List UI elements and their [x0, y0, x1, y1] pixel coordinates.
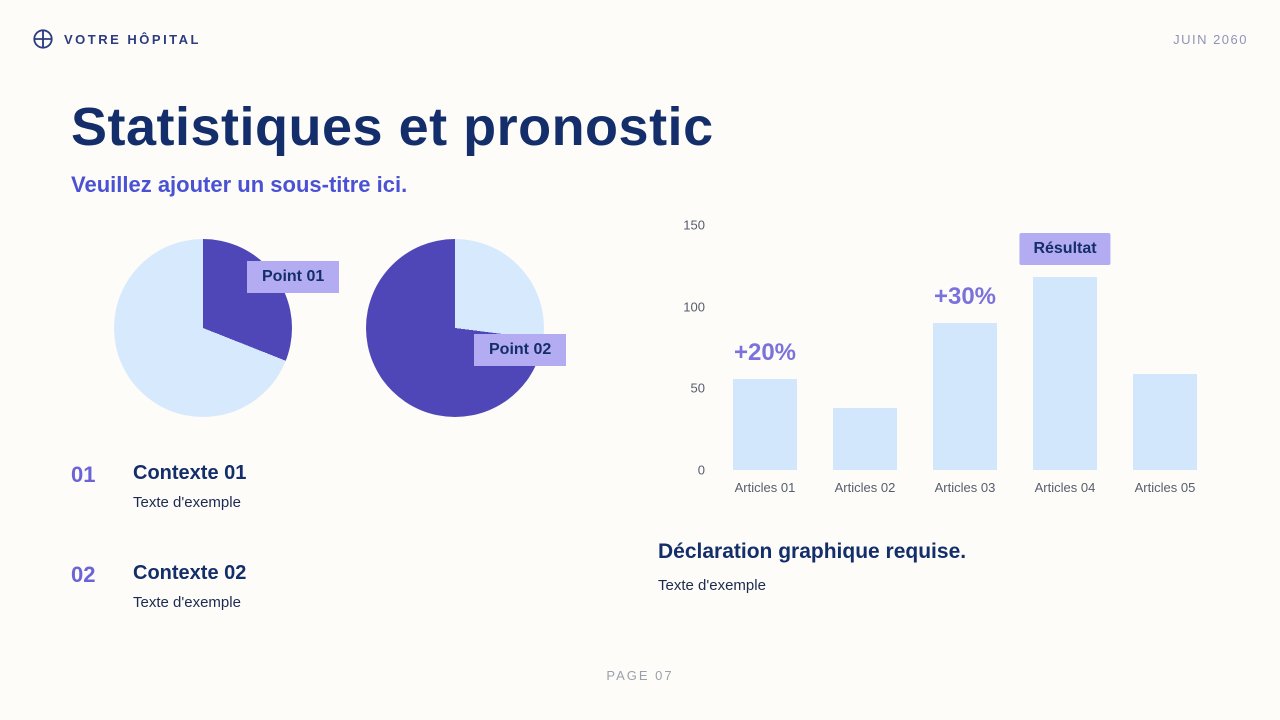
bar-category-label: Articles 02	[834, 480, 896, 495]
context-text: Texte d'exemple	[133, 594, 241, 611]
bar	[933, 323, 997, 470]
bar	[733, 379, 797, 470]
bar-category-label: Articles 05	[1134, 480, 1196, 495]
context-body: Contexte 02 Texte d'exemple	[133, 562, 246, 611]
bar-column: Résultat Articles 04	[1015, 225, 1115, 495]
bar	[833, 408, 897, 470]
bar-plot-area: Résultat	[1015, 225, 1115, 470]
page-title: Statistiques et pronostic	[71, 97, 714, 157]
bar-column: +30% Articles 03	[915, 225, 1015, 495]
bar-columns: +20% Articles 01 Articles 02 +30% Articles 0…	[715, 225, 1215, 495]
header-date: JUIN 2060	[1173, 31, 1248, 47]
caption-text: Texte d'exemple	[658, 577, 766, 594]
bar-chart: 0 50 100 150 +20% Articles 01 Articles 02 +30%…	[665, 218, 1215, 495]
bar-column: +20% Articles 01	[715, 225, 815, 495]
bar-plot-area: +20%	[715, 225, 815, 470]
bar-plot-area	[1115, 225, 1215, 470]
y-axis-tick-label: 100	[683, 299, 705, 315]
bar-plot-area	[815, 225, 915, 470]
bar	[1133, 374, 1197, 470]
bar-column: Articles 02	[815, 225, 915, 495]
page-number: PAGE 07	[606, 668, 674, 683]
chart-caption: Déclaration graphique requise. Texte d'e…	[658, 540, 966, 594]
page-subtitle: Veuillez ajouter un sous-titre ici.	[71, 172, 408, 197]
context-item-2: 02 Contexte 02 Texte d'exemple	[71, 562, 246, 611]
y-axis-tick-label: 150	[683, 217, 705, 233]
medical-cross-circle-icon	[32, 28, 54, 50]
brand-name: VOTRE HÔPITAL	[64, 31, 201, 47]
context-title: Contexte 02	[133, 562, 247, 584]
context-number: 02	[71, 562, 96, 587]
header: VOTRE HÔPITAL JUIN 2060	[32, 28, 1248, 50]
pie-chart-2	[366, 239, 544, 417]
context-title: Contexte 01	[133, 462, 247, 484]
percent-annotation: +20%	[733, 339, 797, 366]
bar	[1033, 277, 1097, 470]
bar-category-label: Articles 01	[734, 480, 796, 495]
bar-category-label: Articles 03	[934, 480, 996, 495]
brand: VOTRE HÔPITAL	[32, 28, 201, 50]
bar-category-label: Articles 04	[1034, 480, 1096, 495]
context-number: 01	[71, 462, 96, 487]
percent-annotation: +30%	[933, 283, 997, 310]
context-text: Texte d'exemple	[133, 494, 241, 511]
pie2-label-badge: Point 02	[474, 334, 567, 366]
context-item-1: 01 Contexte 01 Texte d'exemple	[71, 462, 246, 511]
y-axis: 0 50 100 150	[665, 218, 715, 478]
y-axis-tick-label: 0	[697, 462, 705, 478]
bar-column: Articles 05	[1115, 225, 1215, 495]
bar-chart-body: 0 50 100 150 +20% Articles 01 Articles 02 +30%…	[665, 218, 1215, 495]
caption-title: Déclaration graphique requise.	[658, 540, 967, 563]
context-body: Contexte 01 Texte d'exemple	[133, 462, 246, 511]
bar-plot-area: +30%	[915, 225, 1015, 470]
result-badge: Résultat	[1019, 233, 1111, 265]
y-axis-tick-label: 50	[690, 380, 705, 396]
pie1-label-badge: Point 01	[247, 261, 340, 293]
